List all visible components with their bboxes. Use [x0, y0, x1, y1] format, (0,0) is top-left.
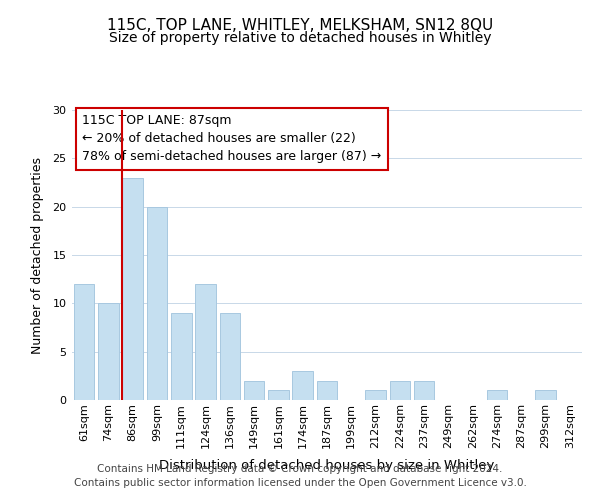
Text: Size of property relative to detached houses in Whitley: Size of property relative to detached ho… [109, 31, 491, 45]
Bar [244, 380, 265, 400]
Bar [98, 304, 119, 400]
Text: 115C, TOP LANE, WHITLEY, MELKSHAM, SN12 8QU: 115C, TOP LANE, WHITLEY, MELKSHAM, SN12 … [107, 18, 493, 32]
Bar [220, 313, 240, 400]
Text: 115C TOP LANE: 87sqm
← 20% of detached houses are smaller (22)
78% of semi-detac: 115C TOP LANE: 87sqm ← 20% of detached h… [82, 114, 382, 164]
Bar [414, 380, 434, 400]
X-axis label: Distribution of detached houses by size in Whitley: Distribution of detached houses by size … [160, 459, 494, 472]
Bar [365, 390, 386, 400]
Bar [292, 371, 313, 400]
Bar [122, 178, 143, 400]
Bar [74, 284, 94, 400]
Bar [487, 390, 508, 400]
Bar [195, 284, 216, 400]
Bar [146, 206, 167, 400]
Bar [171, 313, 191, 400]
Text: Contains HM Land Registry data © Crown copyright and database right 2024.
Contai: Contains HM Land Registry data © Crown c… [74, 464, 526, 487]
Bar [268, 390, 289, 400]
Bar [389, 380, 410, 400]
Bar [535, 390, 556, 400]
Bar [317, 380, 337, 400]
Y-axis label: Number of detached properties: Number of detached properties [31, 156, 44, 354]
